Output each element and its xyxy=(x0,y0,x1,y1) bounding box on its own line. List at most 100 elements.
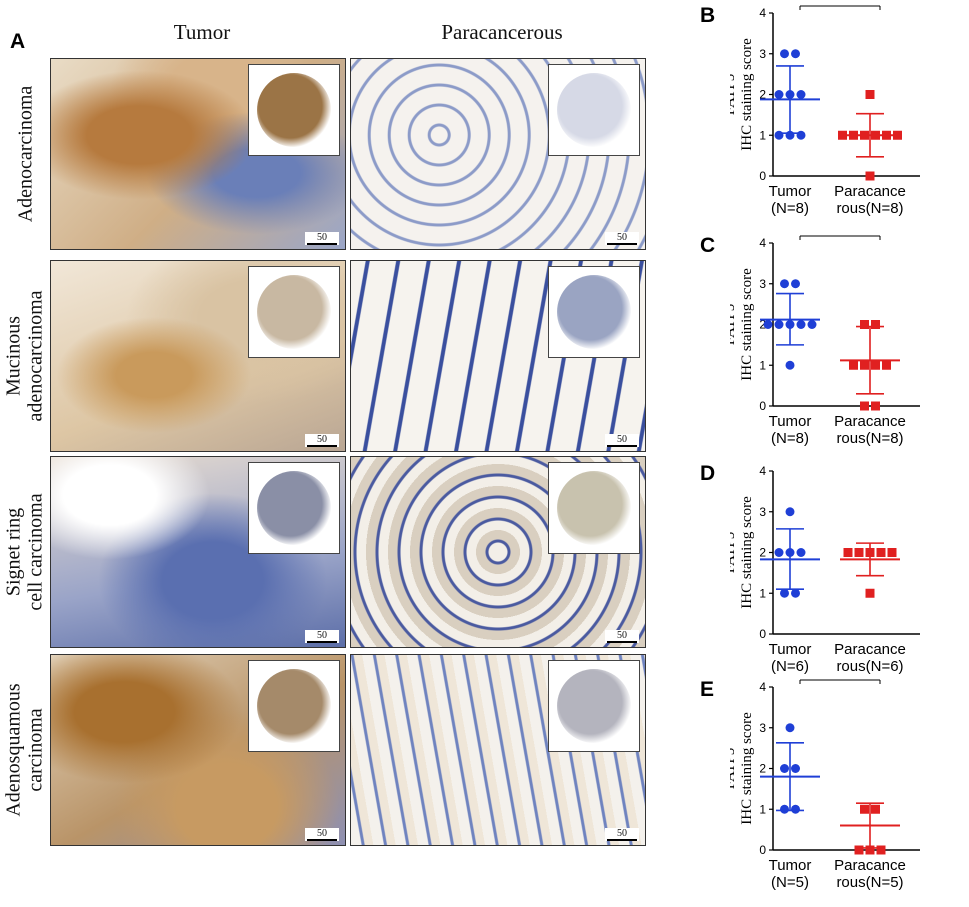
scale-bar-line xyxy=(307,445,337,447)
data-point xyxy=(785,360,795,370)
scale-bar: 50 xyxy=(305,828,339,841)
data-point xyxy=(876,845,886,855)
y-axis-label-line: FATP5 xyxy=(730,304,738,345)
scale-bar: 50 xyxy=(605,630,639,643)
x-tick-label-line: Tumor xyxy=(769,641,812,658)
row-label-adenocarcinoma: Adenocarcinoma xyxy=(2,58,48,250)
y-axis-label-line: FATP5 xyxy=(730,74,738,115)
y-axis-label: FATP5IHC staining score xyxy=(730,712,755,825)
y-tick-label: 0 xyxy=(759,399,766,413)
y-axis-label-line: IHC staining score xyxy=(739,496,755,609)
x-tick-label: Tumor (N=8) xyxy=(769,413,812,447)
data-point xyxy=(854,548,864,557)
row-label-line: Signet ring xyxy=(3,507,25,597)
panel-c-letter: C xyxy=(700,234,716,257)
x-tick-label-line: rous(N=8) xyxy=(836,200,903,217)
data-point xyxy=(791,588,800,598)
y-tick-label: 1 xyxy=(759,802,766,816)
y-tick-label: 0 xyxy=(759,169,766,183)
significance-star: * xyxy=(836,0,843,10)
x-tick-label-line: rous(N=6) xyxy=(836,658,903,675)
scale-bar: 50 xyxy=(305,434,339,447)
x-tick-label-line: (N=6) xyxy=(771,658,809,675)
micrograph-adenocarcinoma-tumor: 50 xyxy=(50,58,346,250)
tissue-core-inset xyxy=(248,64,340,156)
data-point xyxy=(780,804,789,814)
x-tick-label-line: (N=8) xyxy=(771,200,809,217)
x-tick-label-line: Tumor xyxy=(769,183,812,200)
data-point xyxy=(791,49,800,59)
panel-d-letter: D xyxy=(700,462,716,485)
y-tick-label: 4 xyxy=(759,464,766,478)
row-label-line: Adenosquamous xyxy=(3,683,26,817)
data-point xyxy=(860,401,869,411)
y-axis-label: FATP5IHC staining score xyxy=(730,496,755,609)
y-axis-label-line: IHC staining score xyxy=(739,268,755,381)
scale-bar-line xyxy=(607,243,637,245)
x-tick-label-line: Paracance xyxy=(834,183,906,200)
y-axis-label-line: FATP5 xyxy=(730,532,738,573)
data-point xyxy=(807,320,817,329)
data-point xyxy=(871,360,880,370)
scale-bar-label: 50 xyxy=(617,434,627,445)
y-tick-label: 0 xyxy=(759,627,766,641)
scale-bar-line xyxy=(607,839,637,841)
data-point xyxy=(796,90,806,99)
tissue-core-inset xyxy=(248,660,340,752)
data-point xyxy=(887,548,897,557)
data-point xyxy=(854,845,864,855)
y-axis-label-line: FATP5 xyxy=(730,748,738,789)
tissue-core-inset xyxy=(548,660,640,752)
data-point xyxy=(860,360,869,370)
y-tick-label: 1 xyxy=(759,586,766,600)
panel-e-letter: E xyxy=(700,678,715,701)
x-tick-label: Paracance rous(N=6) xyxy=(834,641,906,675)
column-header-tumor: Tumor xyxy=(173,20,231,44)
data-point xyxy=(882,360,891,370)
significance-star: * xyxy=(836,674,843,684)
dot-plot-e: FATP5IHC staining score 0 1 2 3 4 Tumor (N=5) Pa… xyxy=(730,674,920,891)
scale-bar: 50 xyxy=(305,232,339,245)
micrograph-adenocarcinoma-paracancerous: 50 xyxy=(350,58,646,250)
data-point xyxy=(791,764,800,773)
data-point xyxy=(774,130,784,140)
scale-bar-label: 50 xyxy=(617,630,627,641)
x-tick-label: Paracance rous(N=8) xyxy=(834,413,906,447)
scale-bar-label: 50 xyxy=(617,232,627,243)
x-tick-label: Paracance rous(N=5) xyxy=(834,857,906,891)
scale-bar: 50 xyxy=(305,630,339,643)
y-tick-label: 4 xyxy=(759,236,766,250)
data-point xyxy=(865,90,875,99)
scale-bar: 50 xyxy=(605,434,639,447)
significance-star: * xyxy=(836,230,843,240)
data-point xyxy=(843,548,853,557)
data-point xyxy=(865,845,875,855)
y-axis-label-line: IHC staining score xyxy=(739,712,755,825)
data-point xyxy=(791,279,800,289)
y-tick-label: 0 xyxy=(759,843,766,857)
y-tick-label: 2 xyxy=(759,88,766,102)
data-point xyxy=(871,804,880,814)
y-tick-label: 3 xyxy=(759,47,766,61)
micrograph-adenosquamous-carcinoma-paracancerous: 50 xyxy=(350,654,646,846)
data-point xyxy=(774,90,784,99)
data-point xyxy=(849,360,858,370)
scale-bar-line xyxy=(607,641,637,643)
data-point xyxy=(860,804,869,814)
data-point xyxy=(796,320,806,329)
x-tick-label: Paracance rous(N=8) xyxy=(834,183,906,217)
y-axis-label-line: IHC staining score xyxy=(739,38,755,151)
x-tick-label-line: Paracance xyxy=(834,857,906,874)
micrograph-signet-ring-cell-carcinoma-paracancerous: 50 xyxy=(350,456,646,648)
y-tick-label: 2 xyxy=(759,318,766,332)
dot-plot-b: FATP5IHC staining score 0 1 2 3 4 Tumor (N=8) Pa… xyxy=(730,0,920,217)
data-point xyxy=(871,401,880,411)
panel-a-letter: A xyxy=(10,30,26,53)
data-point xyxy=(796,548,806,557)
data-point xyxy=(796,130,806,140)
data-point xyxy=(876,548,886,557)
tissue-core-inset xyxy=(248,462,340,554)
tissue-core-inset xyxy=(548,266,640,358)
scale-bar-label: 50 xyxy=(317,630,327,641)
y-tick-label: 2 xyxy=(759,546,766,560)
